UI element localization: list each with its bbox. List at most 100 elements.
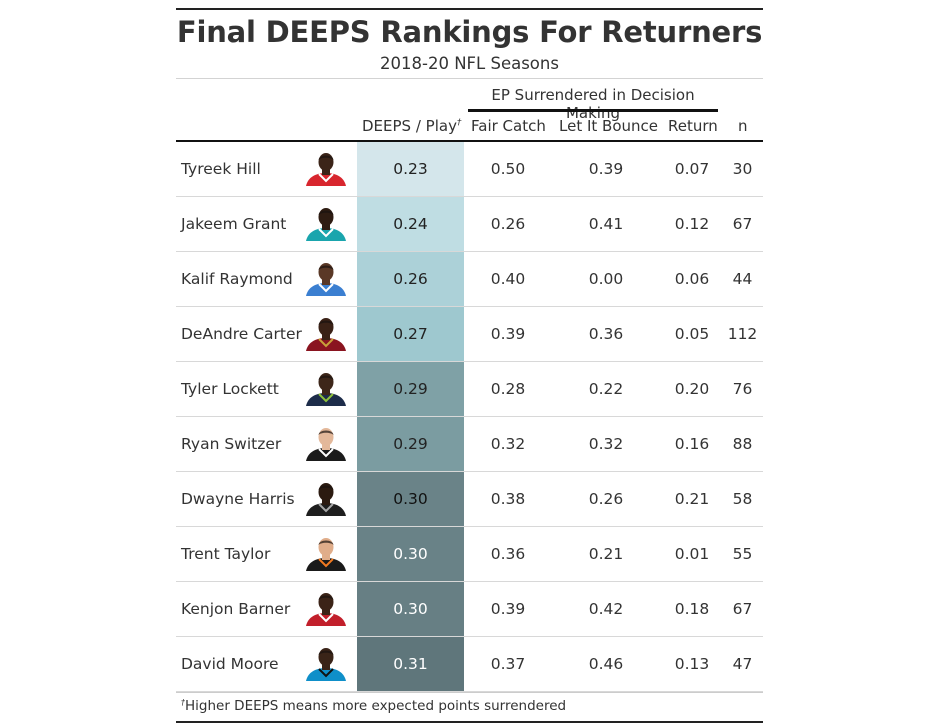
let-it-bounce-value: 0.00 xyxy=(588,270,624,288)
column-header-deeps: DEEPS / Play† xyxy=(362,117,462,135)
player-name: David Moore xyxy=(181,655,279,673)
fair-catch-value: 0.36 xyxy=(490,545,526,563)
table-row: Trent Taylor 0.30 0.36 0.21 0.01 55 xyxy=(176,527,763,582)
return-value: 0.05 xyxy=(674,325,710,343)
n-value: 76 xyxy=(732,380,753,398)
player-headshot xyxy=(306,593,346,626)
row-divider xyxy=(176,471,763,472)
deeps-per-play-value: 0.31 xyxy=(393,655,428,673)
player-name: DeAndre Carter xyxy=(181,325,302,343)
return-value: 0.18 xyxy=(674,600,710,618)
table-title: Final DEEPS Rankings For Returners xyxy=(176,15,763,49)
column-spanner-rule xyxy=(468,109,718,112)
deeps-per-play-value: 0.23 xyxy=(393,160,428,178)
return-value: 0.13 xyxy=(674,655,710,673)
table-row: Dwayne Harris 0.30 0.38 0.26 0.21 58 xyxy=(176,472,763,527)
let-it-bounce-value: 0.21 xyxy=(588,545,624,563)
row-divider xyxy=(176,581,763,582)
column-header-fair-catch: Fair Catch xyxy=(471,117,546,135)
player-headshot xyxy=(306,538,346,571)
fair-catch-value: 0.39 xyxy=(490,600,526,618)
footnote-divider xyxy=(176,692,763,693)
return-value: 0.01 xyxy=(674,545,710,563)
table-bottom-rule xyxy=(176,721,763,723)
fair-catch-value: 0.28 xyxy=(490,380,526,398)
player-name: Dwayne Harris xyxy=(181,490,295,508)
return-value: 0.12 xyxy=(674,215,710,233)
player-headshot xyxy=(306,428,346,461)
row-divider xyxy=(176,416,763,417)
let-it-bounce-value: 0.39 xyxy=(588,160,624,178)
deeps-heat-cell xyxy=(357,417,464,472)
table-row: Tyler Lockett 0.29 0.28 0.22 0.20 76 xyxy=(176,362,763,417)
table-subtitle: 2018-20 NFL Seasons xyxy=(380,54,559,73)
row-divider xyxy=(176,306,763,307)
let-it-bounce-value: 0.26 xyxy=(588,490,624,508)
table-row: Tyreek Hill 0.23 0.50 0.39 0.07 30 xyxy=(176,142,763,197)
fair-catch-value: 0.39 xyxy=(490,325,526,343)
return-value: 0.21 xyxy=(674,490,710,508)
column-header-return: Return xyxy=(668,117,718,135)
deeps-heat-cell xyxy=(357,637,464,692)
table-top-rule xyxy=(176,8,763,10)
deeps-heat-cell xyxy=(357,307,464,362)
row-divider xyxy=(176,251,763,252)
deeps-per-play-value: 0.29 xyxy=(393,435,428,453)
fair-catch-value: 0.26 xyxy=(490,215,526,233)
let-it-bounce-value: 0.36 xyxy=(588,325,624,343)
return-value: 0.07 xyxy=(674,160,710,178)
deeps-per-play-value: 0.26 xyxy=(393,270,428,288)
table-row: Kenjon Barner 0.30 0.39 0.42 0.18 67 xyxy=(176,582,763,637)
deeps-heat-cell xyxy=(357,472,464,527)
player-name: Kalif Raymond xyxy=(181,270,293,288)
player-headshot xyxy=(306,263,346,296)
title-divider xyxy=(176,78,763,79)
table-row: DeAndre Carter 0.27 0.39 0.36 0.05 112 xyxy=(176,307,763,362)
row-divider xyxy=(176,361,763,362)
fair-catch-value: 0.40 xyxy=(490,270,526,288)
header-rule xyxy=(176,140,763,142)
column-spanner-label: EP Surrendered in Decision Making xyxy=(491,86,695,122)
rankings-table: Final DEEPS Rankings For Returners 2018-… xyxy=(176,8,763,724)
n-value: 88 xyxy=(732,435,753,453)
player-headshot xyxy=(306,648,346,681)
let-it-bounce-value: 0.42 xyxy=(588,600,624,618)
let-it-bounce-value: 0.32 xyxy=(588,435,624,453)
deeps-per-play-value: 0.30 xyxy=(393,600,428,618)
deeps-per-play-value: 0.24 xyxy=(393,215,428,233)
deeps-heat-cell xyxy=(357,197,464,252)
player-name: Tyreek Hill xyxy=(181,160,261,178)
player-headshot xyxy=(306,483,346,516)
row-divider xyxy=(176,636,763,637)
let-it-bounce-value: 0.46 xyxy=(588,655,624,673)
fair-catch-value: 0.32 xyxy=(490,435,526,453)
n-value: 112 xyxy=(727,325,758,343)
player-name: Jakeem Grant xyxy=(181,215,287,233)
deeps-heat-cell xyxy=(357,582,464,637)
table-row: Jakeem Grant 0.24 0.26 0.41 0.12 67 xyxy=(176,197,763,252)
player-headshot xyxy=(306,208,346,241)
deeps-heat-cell xyxy=(357,252,464,307)
player-name: Ryan Switzer xyxy=(181,435,282,453)
n-value: 67 xyxy=(732,600,753,618)
n-value: 30 xyxy=(732,160,753,178)
table-row: Kalif Raymond 0.26 0.40 0.00 0.06 44 xyxy=(176,252,763,307)
deeps-heat-cell xyxy=(357,527,464,582)
row-divider xyxy=(176,691,763,692)
column-header-let-it-bounce: Let It Bounce xyxy=(559,117,659,135)
player-headshot xyxy=(306,153,346,186)
fair-catch-value: 0.50 xyxy=(490,160,526,178)
row-divider xyxy=(176,196,763,197)
deeps-per-play-value: 0.30 xyxy=(393,490,428,508)
table-footnote: †Higher DEEPS means more expected points… xyxy=(181,698,567,714)
deeps-per-play-value: 0.27 xyxy=(393,325,428,343)
deeps-heat-cell xyxy=(357,362,464,417)
return-value: 0.20 xyxy=(674,380,710,398)
fair-catch-value: 0.37 xyxy=(490,655,526,673)
let-it-bounce-value: 0.22 xyxy=(588,380,624,398)
n-value: 67 xyxy=(732,215,753,233)
return-value: 0.06 xyxy=(674,270,710,288)
table-row: Ryan Switzer 0.29 0.32 0.32 0.16 88 xyxy=(176,417,763,472)
row-divider xyxy=(176,526,763,527)
let-it-bounce-value: 0.41 xyxy=(588,215,624,233)
